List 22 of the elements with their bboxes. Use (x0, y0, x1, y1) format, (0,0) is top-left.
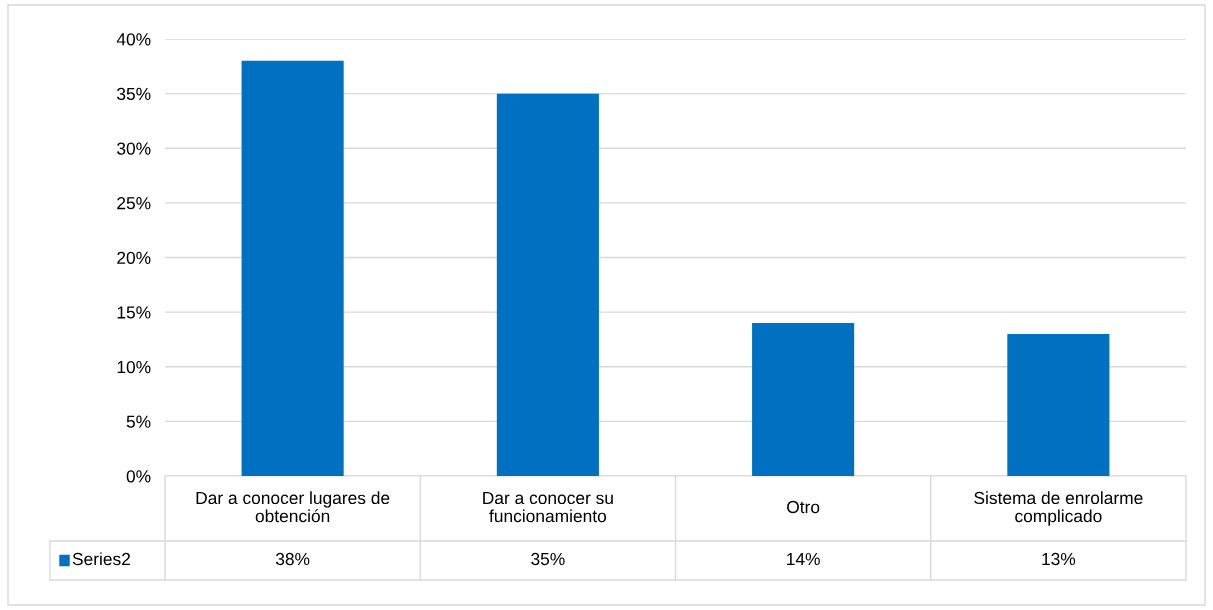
bar (1007, 333, 1110, 476)
y-tick-label: 25% (117, 197, 151, 210)
y-tick-label: 10% (117, 360, 151, 374)
legend-label: Series2 (72, 552, 130, 566)
y-tick-label: 35% (117, 87, 151, 101)
y-tick-label: 20% (117, 251, 151, 264)
bar (241, 60, 344, 476)
data-label: 14% (787, 552, 820, 566)
x-tick-label: Dar a conocer lugares de obtención (196, 491, 390, 523)
x-tick-label: Otro (787, 500, 820, 514)
bar (496, 93, 599, 476)
y-tick-label: 0% (126, 470, 151, 483)
data-label: 35% (531, 552, 565, 566)
bar (752, 323, 855, 476)
x-tick-label: Dar a conocer su funcionamiento (483, 492, 613, 523)
x-tick-label: Sistema de enrolarme complicado (974, 491, 1143, 526)
y-tick-label: 30% (117, 142, 151, 155)
y-tick-label: 40% (116, 33, 151, 46)
y-tick-label: 15% (117, 306, 151, 319)
data-label: 38% (275, 552, 310, 566)
data-label: 13% (1042, 552, 1076, 566)
y-tick-label: 5% (126, 415, 151, 428)
